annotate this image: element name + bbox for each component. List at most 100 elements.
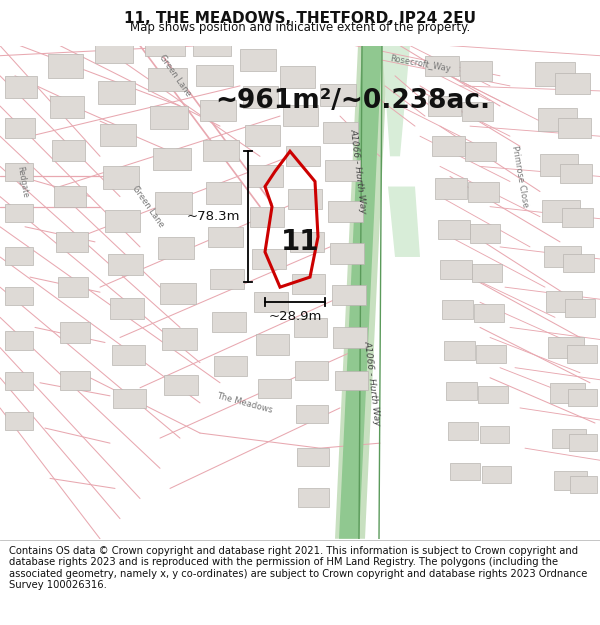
Bar [460,61,492,81]
Bar [95,39,133,62]
Bar [550,382,585,403]
Bar [5,118,35,138]
Text: Green Lane: Green Lane [130,184,166,229]
Text: ~28.9m: ~28.9m [268,310,322,323]
Bar [568,389,597,406]
Bar [212,312,246,332]
Text: Primrose Close: Primrose Close [510,145,530,208]
Bar [542,199,580,222]
Bar [470,224,500,243]
Text: A1066 - Hurth Way: A1066 - Hurth Way [362,339,382,426]
Bar [5,163,33,181]
Bar [472,264,502,282]
Bar [558,118,591,138]
Bar [562,208,593,227]
Text: Contains OS data © Crown copyright and database right 2021. This information is : Contains OS data © Crown copyright and d… [9,546,587,591]
Bar [328,201,363,222]
Bar [428,96,461,116]
Bar [290,232,324,252]
Bar [563,254,594,272]
Bar [440,260,472,279]
Bar [446,382,477,400]
Bar [438,220,470,239]
Bar [468,182,499,202]
Bar [444,341,475,359]
Bar [158,237,194,259]
Bar [155,191,192,214]
Bar [330,243,364,264]
Bar [552,429,586,448]
Bar [56,232,88,252]
Bar [206,182,241,204]
Bar [567,344,597,362]
Bar [252,249,286,269]
Bar [288,189,322,209]
Bar [565,299,595,318]
Bar [162,328,197,349]
Bar [482,466,511,483]
Bar [292,274,325,294]
Bar [50,96,84,118]
Bar [100,124,136,146]
Bar [478,386,508,403]
Bar [214,356,247,376]
Polygon shape [335,46,388,539]
Bar [325,161,360,181]
Bar [560,164,592,184]
Bar [462,102,493,121]
Bar [200,100,236,121]
Text: 11: 11 [281,228,319,256]
Bar [250,207,284,227]
Bar [286,146,320,166]
Bar [160,283,196,304]
Bar [245,125,280,146]
Bar [164,375,198,395]
Bar [548,338,584,357]
Bar [569,434,597,451]
Text: Map shows position and indicative extent of the property.: Map shows position and indicative extent… [130,21,470,34]
Bar [283,105,318,126]
Bar [110,298,144,319]
Bar [480,426,509,443]
Bar [5,412,33,430]
Bar [5,331,33,349]
Bar [294,318,327,338]
Bar [150,106,188,129]
Bar [48,54,83,78]
Bar [98,81,135,104]
Bar [320,84,356,106]
Bar [60,322,90,342]
Bar [298,488,329,506]
Bar [476,344,506,362]
Text: Green Lane: Green Lane [157,53,193,98]
Text: ~961m²/~0.238ac.: ~961m²/~0.238ac. [215,88,490,114]
Bar [425,56,459,76]
Bar [210,269,244,289]
Bar [465,142,496,161]
Bar [554,471,587,491]
Polygon shape [388,186,420,257]
Bar [256,334,289,354]
Bar [193,34,231,56]
Bar [333,328,367,348]
Bar [323,122,358,143]
Bar [108,254,143,275]
Bar [474,304,504,322]
Bar [208,227,243,247]
Bar [535,62,575,86]
Text: The Meadows: The Meadows [216,391,274,415]
Bar [280,66,315,88]
Bar [60,371,90,390]
Bar [538,108,577,131]
Bar [243,86,278,108]
Bar [5,247,33,265]
Text: Redgate: Redgate [15,165,29,198]
Bar [5,287,33,305]
Bar [54,186,86,207]
Bar [248,166,283,186]
Bar [145,31,185,56]
Text: 11, THE MEADOWS, THETFORD, IP24 2EU: 11, THE MEADOWS, THETFORD, IP24 2EU [124,11,476,26]
Bar [5,372,33,390]
Bar [5,76,37,98]
Bar [448,422,478,440]
